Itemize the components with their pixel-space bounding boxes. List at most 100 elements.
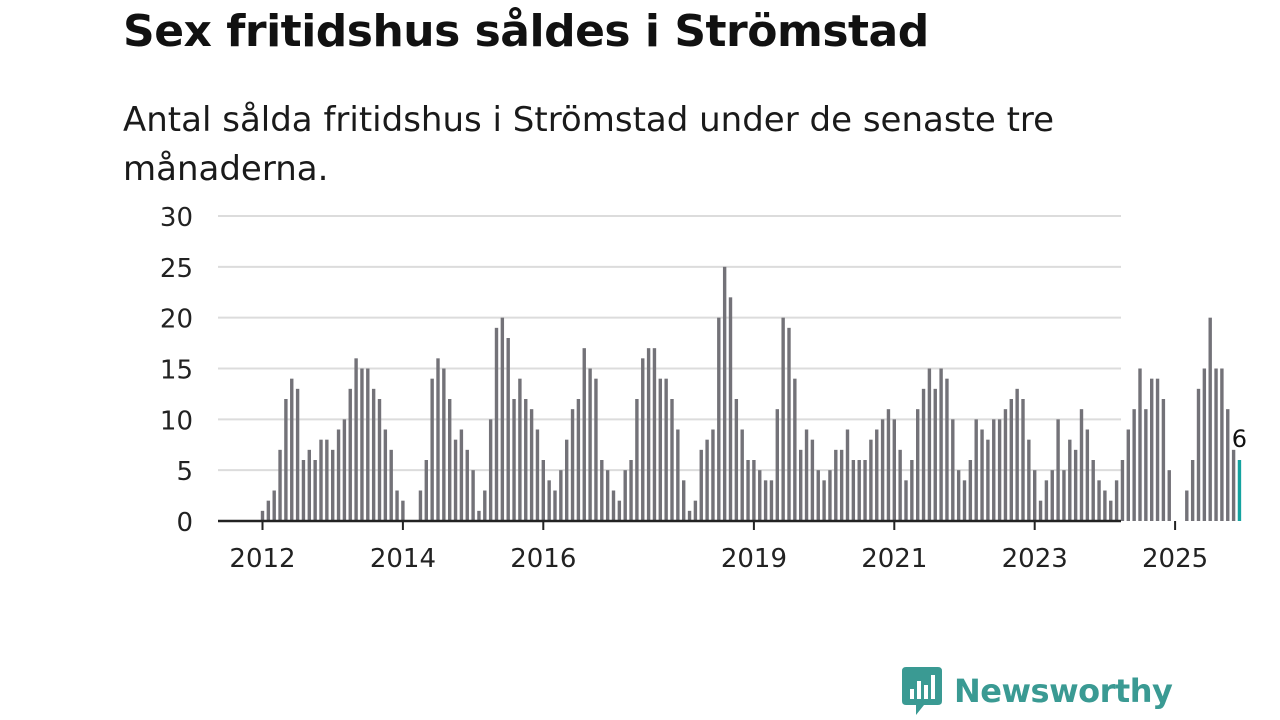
bar: [1027, 439, 1031, 521]
bar: [664, 378, 668, 521]
bar: [997, 419, 1002, 521]
bar: [1196, 388, 1201, 521]
bar: [524, 399, 528, 521]
bar: [910, 460, 914, 521]
x-tick-label: 2012: [229, 544, 295, 574]
bar: [787, 327, 791, 521]
bar: [418, 490, 423, 521]
bar: [1208, 317, 1212, 521]
bar: [336, 429, 341, 521]
bar: [295, 388, 300, 521]
bar: [916, 409, 920, 521]
bar: [676, 429, 680, 521]
bar: [717, 317, 721, 521]
bar: [875, 429, 879, 521]
bar: [1038, 500, 1043, 521]
bar: [1161, 399, 1166, 521]
bar: [377, 399, 382, 521]
y-tick-label: 25: [160, 254, 193, 284]
bar: [927, 368, 932, 521]
bar: [769, 480, 774, 521]
bar: [395, 490, 399, 521]
bar: [968, 460, 973, 521]
bar: [705, 439, 709, 521]
bar: [980, 429, 984, 521]
bar: [740, 429, 744, 521]
bar: [834, 449, 838, 521]
bar: [360, 368, 364, 521]
brand-logo: Newsworthy: [902, 667, 1173, 715]
bar: [799, 449, 803, 521]
bar: [582, 348, 586, 521]
bar: [781, 317, 785, 521]
bar: [839, 449, 844, 521]
bar: [863, 460, 867, 521]
bar: [682, 480, 686, 521]
bar: [342, 419, 347, 521]
bar: [746, 460, 750, 521]
bar: [1114, 480, 1119, 521]
bar: [1056, 419, 1060, 521]
bar: [448, 399, 452, 521]
bar: [512, 399, 516, 521]
bar: [1068, 439, 1072, 521]
bar: [1109, 500, 1113, 521]
bar: [354, 358, 358, 521]
bar: [1155, 378, 1160, 521]
bar: [541, 460, 545, 521]
bar: [483, 490, 487, 521]
bar: [559, 470, 563, 521]
bar: [962, 480, 967, 521]
bar: [1091, 460, 1095, 521]
bar: [1044, 480, 1049, 521]
bar: [301, 460, 306, 521]
bar: [1126, 429, 1130, 521]
bar: [471, 470, 475, 521]
bar: [553, 490, 557, 521]
bar: [453, 439, 458, 521]
x-tick-label: 2019: [721, 544, 787, 574]
bar: [325, 439, 329, 521]
bar: [401, 500, 405, 521]
y-tick-label: 20: [160, 305, 193, 335]
bar: [728, 297, 733, 521]
bar: [272, 490, 276, 521]
y-tick-label: 30: [160, 203, 193, 233]
bar: [1097, 480, 1101, 521]
bar: [687, 510, 692, 521]
x-tick-label: 2014: [370, 544, 436, 574]
bar: [1226, 409, 1230, 521]
bar: [1144, 409, 1148, 521]
bar: [600, 460, 604, 521]
bar: [1214, 368, 1218, 521]
bar: [933, 388, 937, 521]
bar: [1050, 470, 1054, 521]
bar: [617, 500, 622, 521]
bar: [307, 449, 311, 521]
bar: [535, 429, 540, 521]
brand-name: Newsworthy: [954, 672, 1173, 710]
y-tick-label: 15: [160, 356, 193, 386]
bar: [1132, 409, 1136, 521]
x-tick-label: 2016: [510, 544, 576, 574]
bar: [652, 348, 657, 521]
bar: [623, 470, 627, 521]
bar: [1033, 470, 1037, 521]
bar: [886, 409, 891, 521]
bar: [629, 460, 633, 521]
y-tick-label: 10: [160, 406, 193, 436]
bar: [857, 460, 861, 521]
bar: [775, 409, 779, 521]
bar: [319, 439, 323, 521]
bar: [424, 460, 428, 521]
bar: [477, 510, 481, 521]
bar: [459, 429, 464, 521]
x-tick-label: 2023: [1002, 544, 1068, 574]
bar: [465, 449, 469, 521]
y-tick-label: 5: [176, 457, 193, 487]
bar: [436, 358, 440, 521]
chart-subtitle: Antal sålda fritidshus i Strömstad under…: [123, 100, 1055, 189]
bar: [851, 460, 856, 521]
bar: [810, 439, 815, 521]
